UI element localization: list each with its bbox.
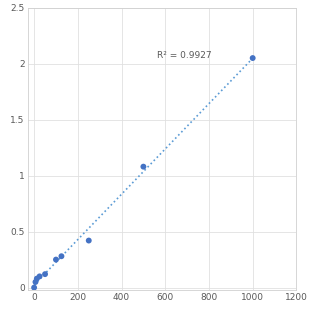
Point <box>32 285 37 290</box>
Point <box>86 238 91 243</box>
Point <box>250 56 255 61</box>
Point <box>33 280 38 285</box>
Point <box>53 257 58 262</box>
Point <box>141 164 146 169</box>
Point <box>59 254 64 259</box>
Point <box>34 276 39 281</box>
Point <box>37 274 42 279</box>
Point <box>42 272 47 277</box>
Text: R² = 0.9927: R² = 0.9927 <box>157 51 211 60</box>
